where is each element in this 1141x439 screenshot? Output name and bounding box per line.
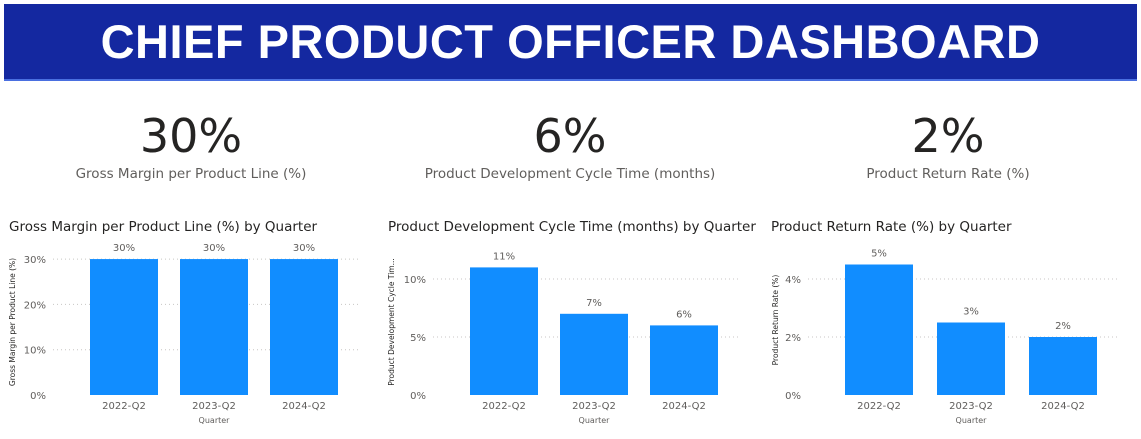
bar-chart-return-rate: 0% 2% 4% 5% 2022-Q2 3% 2023-Q2 2% 2024-Q2 Quarter… <box>771 249 1120 425</box>
x-axis-label: Quarter <box>956 416 988 425</box>
x-axis-label: Quarter <box>579 416 611 425</box>
header-banner: CHIEF PRODUCT OFFICER DASHBOARD <box>4 4 1137 81</box>
data-label: 30% <box>113 243 135 254</box>
y-axis-label: Gross Margin per Product Line (%) <box>8 258 17 386</box>
kpi-card-return-rate: 2% Product Return Rate (%) <box>758 108 1138 182</box>
chart-title-gross-margin: Gross Margin per Product Line (%) by Qua… <box>9 219 318 235</box>
x-tick-label: 2023-Q2 <box>192 401 236 412</box>
kpi-value: 6% <box>533 109 607 163</box>
bar <box>270 259 338 395</box>
kpi-label: Product Development Cycle Time (months) <box>424 166 716 182</box>
y-tick-label: 5% <box>410 333 426 344</box>
y-tick-label: 0% <box>785 391 801 402</box>
y-tick-label: 0% <box>30 391 46 402</box>
chart-title-return-rate: Product Return Rate (%) by Quarter <box>771 219 1012 235</box>
data-label: 3% <box>963 307 979 318</box>
x-tick-label: 2023-Q2 <box>949 401 993 412</box>
data-label: 30% <box>203 243 225 254</box>
y-axis-label: Product Return Rate (%) <box>771 275 780 366</box>
data-label: 11% <box>493 251 515 262</box>
bar <box>470 267 538 395</box>
data-label: 7% <box>586 298 602 309</box>
x-tick-label: 2023-Q2 <box>572 401 616 412</box>
x-tick-label: 2024-Q2 <box>662 401 706 412</box>
kpi-label: Product Return Rate (%) <box>866 166 1030 182</box>
bar <box>180 259 248 395</box>
data-label: 5% <box>871 249 887 260</box>
dashboard-title: CHIEF PRODUCT OFFICER DASHBOARD <box>100 15 1041 68</box>
bar <box>560 313 628 395</box>
bar <box>845 264 913 395</box>
kpi-value: 30% <box>139 109 243 163</box>
data-label: 6% <box>676 309 692 320</box>
bar-chart-cycle-time: 0% 5% 10% 11% 2022-Q2 7% 2023-Q2 6% 2024-Q2 Quart… <box>387 251 740 425</box>
x-axis-label: Quarter <box>199 416 231 425</box>
bar <box>90 259 158 395</box>
data-label: 2% <box>1055 321 1071 332</box>
y-tick-label: 30% <box>24 255 46 266</box>
kpi-card-cycle-time: 6% Product Development Cycle Time (month… <box>380 108 760 182</box>
y-tick-label: 10% <box>24 346 46 357</box>
x-tick-label: 2024-Q2 <box>282 401 326 412</box>
y-tick-label: 4% <box>785 275 801 286</box>
x-tick-label: 2022-Q2 <box>482 401 526 412</box>
chart-title-cycle-time: Product Development Cycle Time (months) … <box>388 219 756 235</box>
y-axis-label: Product Development Cycle Tim... <box>387 258 396 386</box>
bar-chart-gross-margin: 0% 10% 20% 30% 30% 2022-Q2 30% 2023-Q2 30% 2024-Q… <box>8 243 360 425</box>
bar <box>650 325 718 395</box>
y-tick-label: 0% <box>410 391 426 402</box>
bar <box>937 322 1005 395</box>
bar <box>1029 337 1097 395</box>
y-tick-label: 20% <box>24 300 46 311</box>
x-tick-label: 2022-Q2 <box>857 401 901 412</box>
data-label: 30% <box>293 243 315 254</box>
x-tick-label: 2022-Q2 <box>102 401 146 412</box>
x-tick-label: 2024-Q2 <box>1041 401 1085 412</box>
kpi-card-gross-margin: 30% Gross Margin per Product Line (%) <box>1 108 381 182</box>
kpi-label: Gross Margin per Product Line (%) <box>75 166 307 182</box>
y-tick-label: 2% <box>785 333 801 344</box>
kpi-value: 2% <box>911 109 985 163</box>
y-tick-label: 10% <box>404 275 426 286</box>
